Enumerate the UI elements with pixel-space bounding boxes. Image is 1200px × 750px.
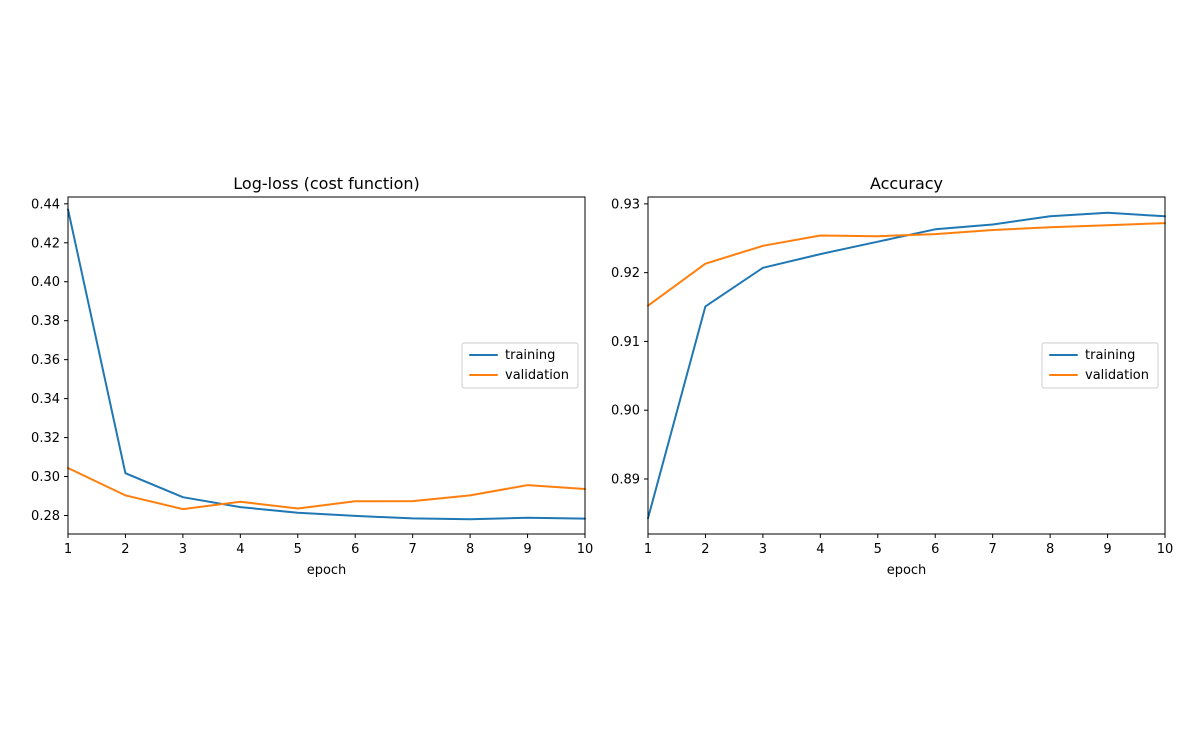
x-tick-label: 7 [409,542,417,557]
x-tick-label: 10 [577,542,594,557]
tick-group: 1 2 3 4 5 6 7 8 9 10 0.28 0.30 0.32 0.34 0.36 0.38 0.40 0… [31,197,593,557]
chart-title: Log-loss (cost function) [233,174,419,193]
series-group [67,208,586,521]
legend-label-validation: validation [505,368,569,383]
x-tick-label: 9 [523,542,531,557]
y-tick-label: 0.92 [611,266,640,281]
y-tick-label: 0.89 [611,472,640,487]
plot-area-frame [67,196,586,535]
x-tick-label: 4 [816,542,824,557]
y-tick-label: 0.28 [31,509,60,524]
x-tick-label: 2 [121,542,129,557]
y-tick-label: 0.38 [31,314,60,329]
legend-label-training: training [1085,348,1135,363]
accuracy-chart: Accuracy 1 2 3 4 5 6 7 8 9 10 0.89 0.90 0.91 0.92 0.93… [611,174,1173,578]
tick-group: 1 2 3 4 5 6 7 8 9 10 0.89 0.90 0.91 0.92 0.93 [611,197,1173,557]
x-tick-label: 8 [1046,542,1054,557]
x-tick-label: 1 [644,542,652,557]
series-line-validation [67,467,586,511]
y-tick-label: 0.42 [31,236,60,251]
x-tick-label: 8 [466,542,474,557]
y-tick-label: 0.93 [611,197,640,212]
y-tick-label: 0.44 [31,197,60,212]
y-tick-label: 0.36 [31,353,60,368]
x-tick-label: 4 [236,542,244,557]
x-tick-label: 6 [351,542,359,557]
legend: training validation [1041,342,1159,389]
x-axis-label: epoch [307,563,347,578]
x-tick-label: 3 [179,542,187,557]
series-line-training [67,208,586,521]
x-axis-label: epoch [887,563,927,578]
y-tick-label: 0.90 [611,404,640,419]
chart-title: Accuracy [870,174,943,193]
x-tick-label: 1 [64,542,72,557]
log-loss-chart: Log-loss (cost function) 1 2 3 4 5 6 7 8 9 10 0.28… [31,174,593,578]
y-tick-label: 0.91 [611,335,640,350]
x-tick-label: 5 [294,542,302,557]
y-tick-label: 0.30 [31,470,60,485]
legend-label-training: training [505,348,555,363]
x-tick-label: 10 [1157,542,1174,557]
plot-area-frame [647,196,1166,535]
y-tick-label: 0.40 [31,275,60,290]
series-line-validation [647,222,1166,307]
x-tick-label: 6 [931,542,939,557]
x-tick-label: 2 [701,542,709,557]
x-tick-label: 5 [874,542,882,557]
legend: training validation [461,342,579,389]
y-tick-label: 0.32 [31,431,60,446]
x-tick-label: 7 [989,542,997,557]
series-group [647,211,1166,520]
x-tick-label: 3 [759,542,767,557]
x-tick-label: 9 [1103,542,1111,557]
legend-label-validation: validation [1085,368,1149,383]
y-tick-label: 0.34 [31,392,60,407]
